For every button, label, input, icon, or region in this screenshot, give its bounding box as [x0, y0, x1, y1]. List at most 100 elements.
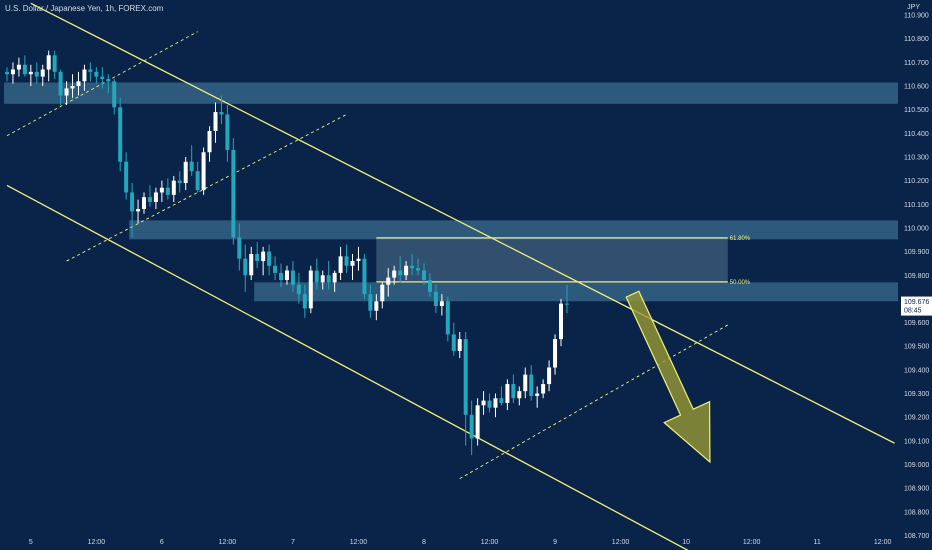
- candle-body: [195, 171, 200, 191]
- candle-body: [433, 291, 438, 307]
- candles-layer: [5, 50, 569, 456]
- candle-body: [213, 112, 218, 131]
- candle-body: [249, 253, 254, 276]
- candle-body: [499, 398, 504, 403]
- candle-body: [475, 405, 480, 439]
- y-tick-label: 110.900: [904, 13, 929, 20]
- x-tick-label: 12:00: [481, 539, 499, 546]
- y-tick-label: 110.600: [904, 84, 929, 91]
- candle-body: [189, 161, 194, 172]
- bearish-arrow-icon: [625, 290, 711, 464]
- y-tick-label: 109.200: [904, 415, 929, 422]
- candle-body: [290, 270, 295, 285]
- candle-body: [487, 400, 492, 408]
- candle-body: [46, 55, 51, 70]
- candle-body: [398, 270, 403, 276]
- candle-body: [392, 270, 397, 278]
- candle-body: [374, 301, 379, 311]
- candle-body: [159, 187, 164, 193]
- candle-body: [207, 130, 212, 153]
- y-tick-label: 109.900: [904, 249, 929, 256]
- candle-body: [559, 303, 564, 340]
- candle-body: [94, 71, 99, 77]
- candle-body: [326, 275, 331, 283]
- candle-body: [255, 253, 260, 262]
- x-tick-label: 12:00: [743, 539, 761, 546]
- x-axis: 5 12:00 6 12:00 7 12:00 8 12:00 9 12:00 10 12:00 11 1…: [29, 539, 892, 546]
- y-tick-label: 110.300: [904, 155, 929, 162]
- y-axis: 110.900 110.800 110.700 110.600 110.500 110.4…: [904, 13, 929, 540]
- current-price-box: [901, 296, 932, 316]
- channel-trendline: [6, 184, 689, 550]
- y-tick-label: 110.200: [904, 178, 929, 185]
- candle-body: [225, 114, 230, 150]
- candle-body: [100, 76, 105, 79]
- candle-body: [332, 272, 337, 283]
- y-tick-label: 108.700: [904, 533, 929, 540]
- x-tick-label: 7: [291, 539, 295, 546]
- candle-body: [344, 256, 349, 266]
- candle-body: [523, 374, 528, 392]
- candle-body: [52, 55, 57, 72]
- candle-body: [136, 209, 141, 212]
- candle-body: [493, 398, 498, 408]
- candle-body: [314, 270, 319, 283]
- candle-body: [70, 86, 75, 89]
- candle-body: [64, 88, 69, 96]
- fib-level-label: 50.00%: [730, 280, 751, 286]
- candle-body: [273, 265, 278, 273]
- candle-body: [308, 270, 313, 309]
- zones-layer: [4, 82, 899, 302]
- candle-body: [147, 197, 152, 202]
- candle-body: [445, 301, 450, 335]
- x-tick-label: 12:00: [219, 539, 237, 546]
- y-tick-label: 110.800: [904, 36, 929, 43]
- candle-body: [153, 192, 158, 202]
- x-tick-label: 10: [682, 539, 690, 546]
- candle-body: [547, 367, 552, 385]
- support-resistance-zone: [129, 220, 899, 240]
- candle-body: [76, 81, 81, 87]
- candle-body: [231, 149, 236, 238]
- x-tick-label: 5: [29, 539, 33, 546]
- y-tick-label: 109.600: [904, 320, 929, 327]
- candle-body: [517, 391, 522, 399]
- x-tick-label: 8: [422, 539, 426, 546]
- candle-body: [296, 284, 301, 295]
- candle-body: [416, 268, 421, 271]
- candle-body: [368, 294, 373, 311]
- y-tick-label: 110.100: [904, 202, 929, 209]
- candle-body: [457, 339, 462, 351]
- candle-body: [564, 303, 569, 305]
- y-tick-label: 110.000: [904, 225, 929, 232]
- x-tick-label: 12:00: [88, 539, 106, 546]
- currency-label: JPY: [907, 4, 920, 11]
- y-tick-label: 109.400: [904, 367, 929, 374]
- candle-body: [511, 384, 516, 399]
- y-tick-label: 110.700: [904, 60, 929, 67]
- candle-body: [427, 279, 432, 292]
- candle-body: [481, 400, 486, 406]
- candle-body: [28, 71, 33, 75]
- candle-body: [106, 78, 111, 82]
- candle-body: [553, 339, 558, 368]
- candle-body: [380, 284, 385, 302]
- candle-body: [320, 275, 325, 283]
- candle-body: [505, 384, 510, 403]
- y-tick-label: 109.800: [904, 273, 929, 280]
- candle-body: [142, 197, 147, 210]
- candle-body: [410, 265, 415, 269]
- candle-body: [362, 258, 367, 295]
- candle-body: [267, 251, 272, 266]
- support-resistance-zone: [4, 82, 898, 104]
- candle-body: [279, 272, 284, 280]
- candle-body: [219, 112, 224, 115]
- candle-body: [356, 258, 361, 262]
- candle-body: [124, 161, 129, 193]
- chart-title: U.S. Dollar / Japanese Yen, 1h, FOREX.co…: [5, 4, 164, 13]
- y-tick-label: 110.500: [904, 107, 929, 114]
- x-tick-label: 12:00: [874, 539, 892, 546]
- candle-body: [284, 270, 289, 280]
- candle-body: [82, 69, 87, 82]
